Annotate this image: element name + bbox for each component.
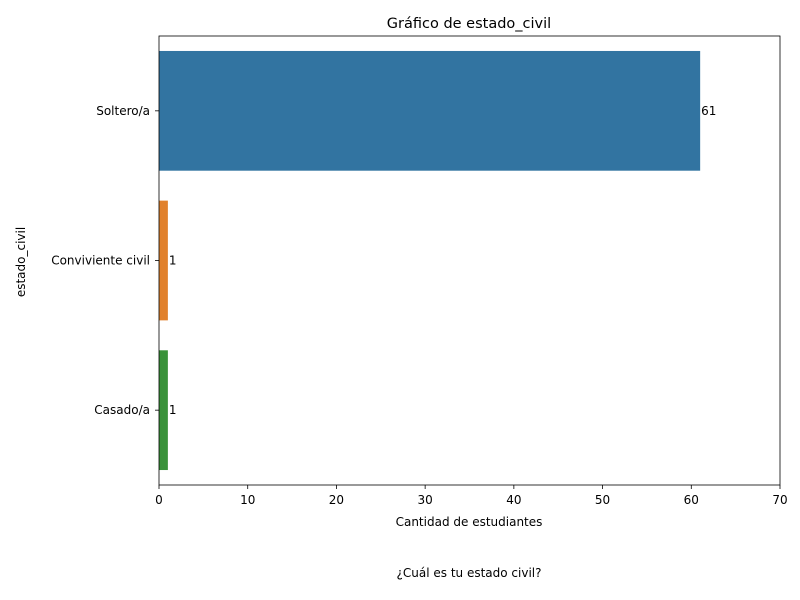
bar-chart: Gráfico de estado_civil Soltero/a 61 Convi… — [14, 16, 788, 529]
x-tick-label: 20 — [329, 493, 344, 507]
y-axis-label: estado_civil — [14, 227, 28, 297]
bar — [159, 50, 701, 171]
x-tick-label: 70 — [772, 493, 787, 507]
data-label: 61 — [701, 104, 716, 118]
x-tick-label: 0 — [155, 493, 163, 507]
x-tick-label: 40 — [506, 493, 521, 507]
x-tick-label: 50 — [595, 493, 610, 507]
data-label: 1 — [169, 403, 177, 417]
x-tick-label: 60 — [684, 493, 699, 507]
x-tick-label: 30 — [418, 493, 433, 507]
plot-frame — [158, 35, 781, 486]
bar — [159, 200, 168, 321]
x-axis-label: Cantidad de estudiantes — [396, 515, 543, 529]
chart-title: Gráfico de estado_civil — [387, 16, 551, 32]
chart-caption: ¿Cuál es tu estado civil? — [396, 566, 542, 580]
bar — [159, 350, 168, 471]
y-tick-label: Conviviente civil — [51, 254, 150, 268]
x-tick-label: 10 — [240, 493, 255, 507]
y-tick-label: Soltero/a — [96, 104, 150, 118]
data-label: 1 — [169, 254, 177, 268]
y-tick-label: Casado/a — [94, 403, 150, 417]
